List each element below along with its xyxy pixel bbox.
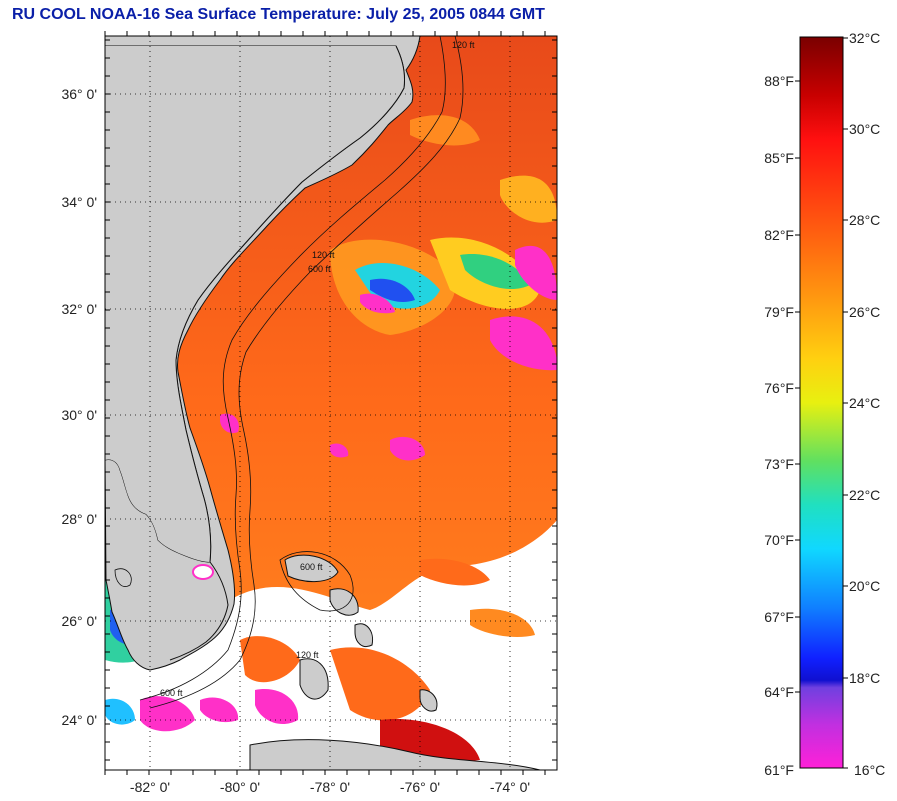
celsius-labels: 32°C 30°C 28°C 26°C 24°C 22°C 20°C 18°C … (849, 30, 885, 778)
celsius-label: 28°C (849, 212, 880, 228)
lat-label: 24° 0' (61, 712, 97, 728)
fahrenheit-label: 64°F (764, 684, 794, 700)
contour-label: 120 ft (312, 250, 335, 260)
land-cuba (249, 739, 541, 770)
celsius-label: 20°C (849, 578, 880, 594)
fahrenheit-label: 88°F (764, 73, 794, 89)
longitude-labels: -82° 0' -80° 0' -78° 0' -76° 0' -74° 0' (130, 779, 530, 795)
fahrenheit-label: 73°F (764, 456, 794, 472)
contour-label: 600 ft (160, 688, 183, 698)
lon-label: -80° 0' (220, 779, 260, 795)
land-florida (105, 46, 405, 562)
celsius-label: 18°C (849, 670, 880, 686)
fahrenheit-label: 79°F (764, 304, 794, 320)
lat-label: 32° 0' (61, 301, 97, 317)
lat-label: 34° 0' (61, 194, 97, 210)
cloud-cover (105, 520, 557, 770)
axis-ticks (104, 31, 557, 775)
colorbar-ticks (795, 37, 848, 769)
coastline (169, 45, 405, 661)
colorbar-gradient (799, 36, 844, 769)
lon-label: -82° 0' (130, 779, 170, 795)
lon-label: -74° 0' (490, 779, 530, 795)
graticule (105, 36, 557, 770)
lat-label: 26° 0' (61, 613, 97, 629)
lon-label: -76° 0' (400, 779, 440, 795)
bahamas-islands (284, 554, 438, 712)
contour-label: 120 ft (452, 40, 475, 50)
celsius-label: 22°C (849, 487, 880, 503)
lat-label: 36° 0' (61, 86, 97, 102)
map-frame (104, 35, 558, 771)
lat-label: 30° 0' (61, 407, 97, 423)
contour-labels: 120 ft 120 ft 600 ft 600 ft 120 ft 600 f… (160, 40, 475, 698)
lake-okeechobee (192, 564, 214, 580)
contour-label: 120 ft (296, 650, 319, 660)
latitude-labels: 36° 0' 34° 0' 32° 0' 30° 0' 28° 0' 26° 0… (61, 86, 97, 728)
fahrenheit-label: 82°F (764, 227, 794, 243)
celsius-label: 26°C (849, 304, 880, 320)
sst-cool-patches (220, 115, 557, 461)
lon-label: -78° 0' (310, 779, 350, 795)
celsius-label: 30°C (849, 121, 880, 137)
fahrenheit-label: 76°F (764, 380, 794, 396)
celsius-label: 24°C (849, 395, 880, 411)
contour-label: 600 ft (308, 264, 331, 274)
fahrenheit-label: 85°F (764, 150, 794, 166)
lat-label: 28° 0' (61, 511, 97, 527)
sst-map: 36° 0' 34° 0' 32° 0' 30° 0' 28° 0' 26° 0… (61, 31, 558, 795)
fahrenheit-labels: 88°F 85°F 82°F 79°F 76°F 73°F 70°F 67°F … (764, 73, 794, 778)
contour-label: 600 ft (300, 562, 323, 572)
map-title: RU COOL NOAA-16 Sea Surface Temperature:… (12, 6, 545, 23)
fahrenheit-label: 61°F (764, 762, 794, 778)
fahrenheit-label: 70°F (764, 532, 794, 548)
celsius-label: 16°C (854, 762, 885, 778)
celsius-label: 32°C (849, 30, 880, 46)
fahrenheit-label: 67°F (764, 609, 794, 625)
